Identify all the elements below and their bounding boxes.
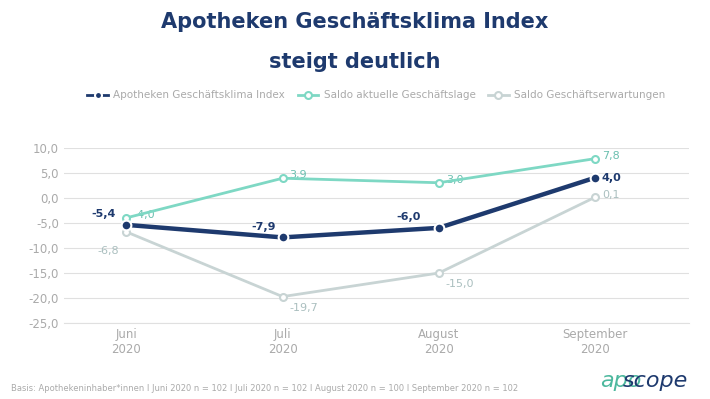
Text: -5,4: -5,4 xyxy=(91,209,115,219)
Text: -19,7: -19,7 xyxy=(290,303,318,313)
Text: Apotheken Geschäftsklima Index: Apotheken Geschäftsklima Index xyxy=(161,12,549,32)
Text: -6,8: -6,8 xyxy=(98,246,119,256)
Text: 3,0: 3,0 xyxy=(446,175,463,185)
Text: apo: apo xyxy=(600,371,641,391)
Text: 3,9: 3,9 xyxy=(290,170,307,180)
Text: -4,0: -4,0 xyxy=(133,210,155,220)
Text: 7,8: 7,8 xyxy=(602,151,620,161)
Text: 0,1: 0,1 xyxy=(602,190,619,200)
Text: 4,0: 4,0 xyxy=(602,173,622,183)
Text: steigt deutlich: steigt deutlich xyxy=(269,52,441,72)
Text: Basis: Apothekeninhaber*innen I Juni 2020 n = 102 I Juli 2020 n = 102 I August 2: Basis: Apothekeninhaber*innen I Juni 202… xyxy=(11,384,518,393)
Text: -15,0: -15,0 xyxy=(446,279,474,289)
Text: scope: scope xyxy=(623,371,688,391)
Legend: Apotheken Geschäftsklima Index, Saldo aktuelle Geschäftslage, Saldo Geschäftserw: Apotheken Geschäftsklima Index, Saldo ak… xyxy=(83,86,670,105)
Text: -6,0: -6,0 xyxy=(396,212,420,222)
Text: -7,9: -7,9 xyxy=(251,222,275,232)
